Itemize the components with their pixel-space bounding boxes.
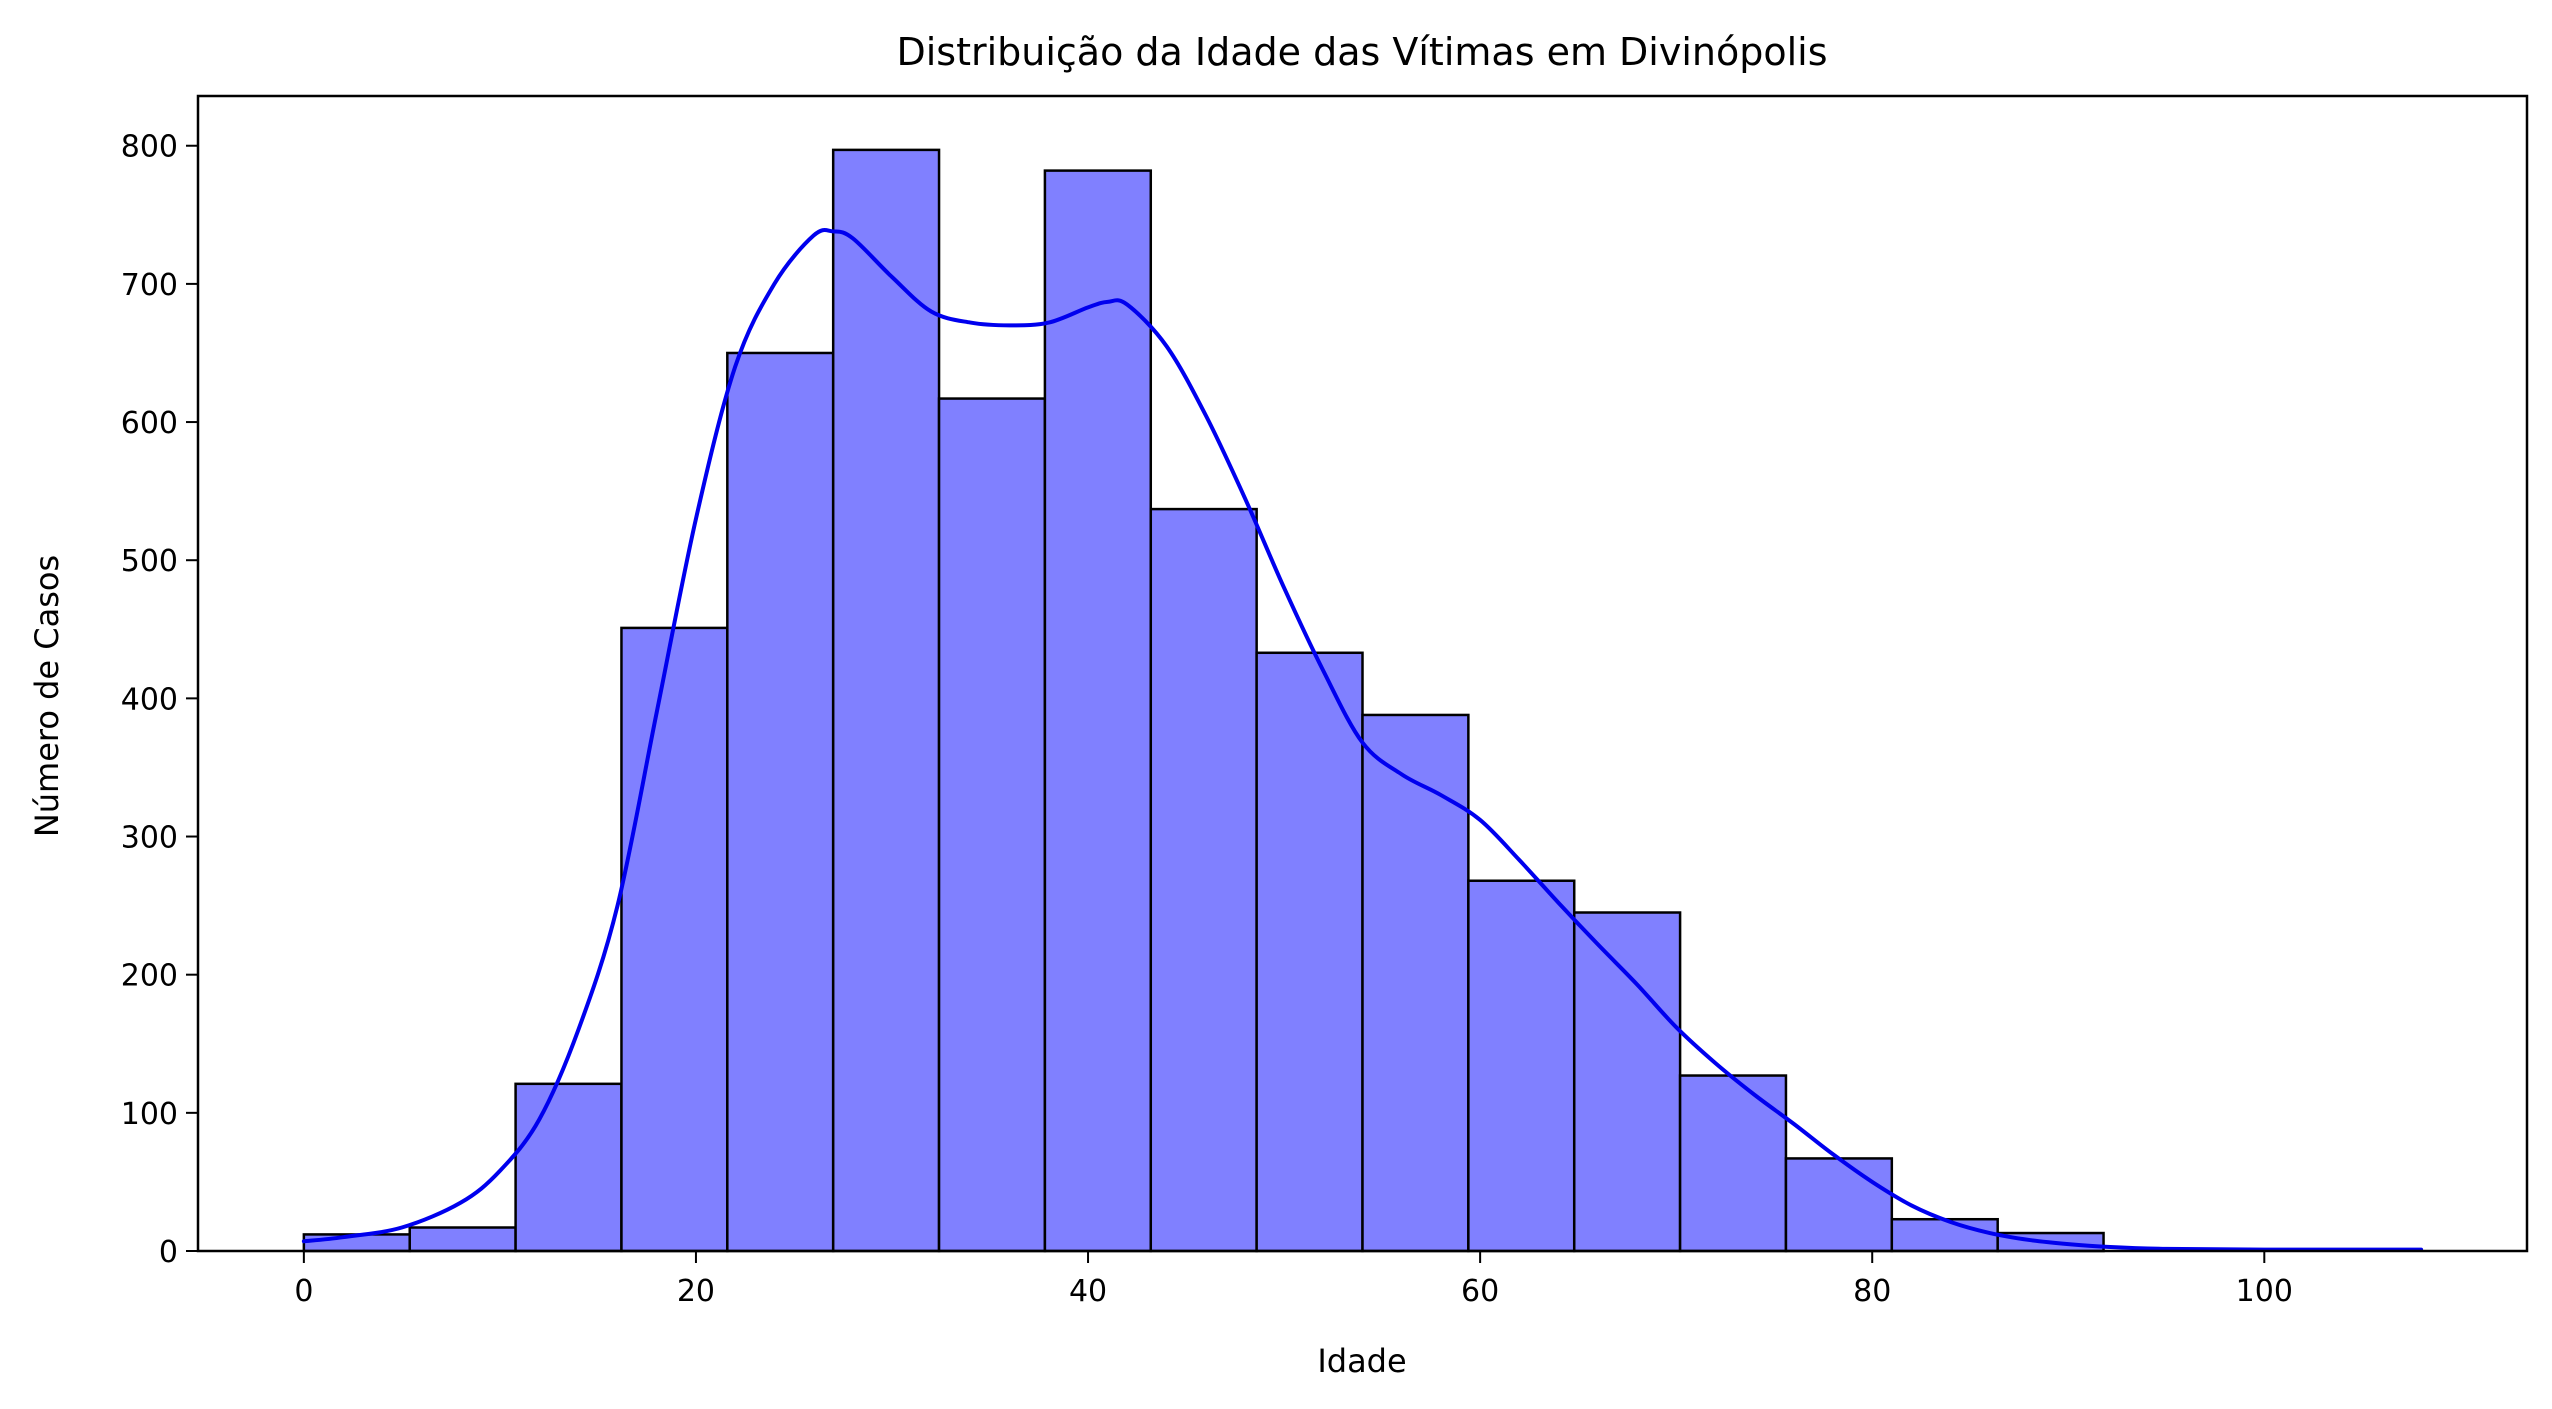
y-tick-label-7: 700: [121, 268, 178, 303]
histogram-bar-13: [1678, 1074, 1788, 1253]
x-tick-label-5: 100: [2236, 1274, 2293, 1309]
x-tick-label-0: 0: [294, 1274, 313, 1309]
histogram-bar-1: [408, 1226, 517, 1253]
y-axis-label: Número de Casos: [28, 555, 66, 837]
histogram-bar-6: [937, 397, 1047, 1253]
histogram-bar-8: [1149, 507, 1258, 1253]
x-tick-label-4: 80: [1853, 1274, 1891, 1309]
histogram-bar-2: [514, 1082, 623, 1253]
x-axis-ticks: 0 20 40 60 80 100: [294, 1251, 2293, 1309]
y-tick-label-5: 500: [121, 544, 178, 579]
histogram-bar-15: [1890, 1217, 1999, 1253]
plot-frame: [196, 94, 2529, 1253]
x-tick-label-2: 40: [1069, 1274, 1107, 1309]
histogram-bar-10: [1361, 713, 1470, 1253]
y-tick-label-2: 200: [121, 959, 178, 994]
chart-title: Distribuição da Idade das Vítimas em Div…: [896, 30, 1827, 74]
histogram-bar-4: [726, 351, 835, 1253]
histogram-bar-11: [1467, 879, 1576, 1253]
histogram-bar-7: [1043, 169, 1153, 1253]
x-axis-label: Idade: [1317, 1342, 1406, 1380]
y-tick-label-1: 100: [121, 1097, 178, 1132]
histogram-bar-9: [1255, 651, 1364, 1253]
histogram-bars: [302, 148, 2105, 1253]
y-axis-ticks: 0 100 200 300 400 500 600 700 800: [121, 130, 198, 1270]
y-tick-label-0: 0: [159, 1235, 178, 1270]
x-tick-label-3: 60: [1461, 1274, 1499, 1309]
y-tick-label-6: 600: [121, 406, 178, 441]
histogram-bar-14: [1784, 1157, 1894, 1253]
y-tick-label-3: 300: [121, 821, 178, 856]
y-tick-label-8: 800: [121, 130, 178, 165]
x-tick-label-1: 20: [677, 1274, 715, 1309]
histogram-bar-5: [831, 148, 941, 1253]
histogram-bar-3: [620, 626, 729, 1253]
kde-curve: [301, 228, 2424, 1252]
y-tick-label-4: 400: [121, 682, 178, 717]
histogram-bar-12: [1572, 911, 1682, 1253]
